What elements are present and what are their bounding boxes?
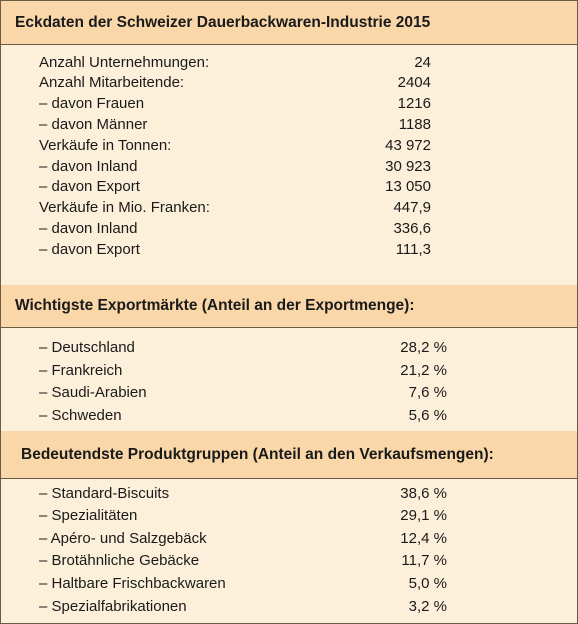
row-label: – davon Frauen — [39, 95, 145, 113]
row-label: – davon Export — [39, 178, 140, 196]
table-row: – Spezialfabrikationen 3,2 % — [1, 596, 577, 619]
row-label: – davon Inland — [39, 219, 138, 237]
row-value: 28,2 % — [400, 339, 447, 356]
table-row: Anzahl Mitarbeitende: 2404 — [1, 73, 577, 94]
row-label: Verkäufe in Mio. Franken: — [39, 199, 210, 217]
section-title: Wichtigste Exportmärkte (Anteil an der E… — [1, 285, 577, 328]
row-value: 7,6 % — [408, 384, 447, 402]
row-label: – Frankreich — [39, 361, 123, 379]
table-row: – Frankreich 21,2 % — [1, 360, 577, 383]
row-label: Anzahl Unternehmungen: — [39, 53, 210, 71]
row-value: 38,6 % — [400, 484, 447, 502]
row-label: – davon Männer — [39, 115, 148, 133]
section: Wichtigste Exportmärkte (Anteil an der E… — [1, 285, 577, 431]
section: Bedeutendste Produktgruppen (Anteil an d… — [1, 431, 577, 618]
row-value: 24 — [414, 53, 431, 71]
section-body: Anzahl Unternehmungen: 24 Anzahl Mitarbeit… — [1, 45, 577, 285]
table-row: – Haltbare Frischbackwaren 5,0 % — [1, 573, 577, 596]
row-label: – Deutschland — [39, 339, 135, 356]
section-body: – Deutschland 28,2 % – Frankreich 21,2 % – S… — [1, 328, 577, 431]
table-row: – davon Inland 30 923 — [1, 157, 577, 178]
row-label: – davon Inland — [39, 157, 138, 175]
row-value: 1216 — [397, 95, 431, 113]
table-row: – davon Inland 336,6 — [1, 219, 577, 240]
row-value: 21,2 % — [400, 361, 447, 379]
row-value: 111,3 — [395, 240, 431, 258]
row-label: Anzahl Mitarbeitende: — [39, 74, 185, 92]
table-row: – davon Export 111,3 — [1, 240, 577, 261]
row-value: 29,1 % — [400, 507, 447, 525]
row-value: 11,7 % — [401, 552, 447, 570]
row-value: 447,9 — [393, 199, 431, 217]
row-label: – Brotähnliche Gebäcke — [39, 552, 200, 570]
table-row: – Deutschland 28,2 % — [1, 337, 577, 360]
row-value: 30 923 — [385, 157, 431, 175]
row-label: Verkäufe in Tonnen: — [39, 136, 172, 154]
row-value: 1188 — [398, 115, 431, 133]
row-value: 13 050 — [385, 178, 431, 196]
section-body: – Standard-Biscuits 38,6 % – Spezialitäten… — [1, 479, 577, 618]
row-value: 12,4 % — [400, 529, 447, 547]
row-label: – Spezialitäten — [39, 507, 138, 525]
row-value: 2404 — [397, 74, 431, 92]
table-row: Verkäufe in Mio. Franken: 447,9 — [1, 198, 577, 219]
table-row: – Spezialitäten 29,1 % — [1, 505, 577, 528]
row-value: 336,6 — [393, 219, 431, 237]
row-label: – Haltbare Frischbackwaren — [39, 575, 226, 593]
table-row: – davon Export 13 050 — [1, 177, 577, 198]
section: Eckdaten der Schweizer Dauerbackwaren-In… — [1, 1, 577, 285]
table-row: – Apéro- und Salzgebäck 12,4 % — [1, 528, 577, 551]
row-value: 43 972 — [385, 136, 431, 154]
row-label: – Standard-Biscuits — [39, 484, 170, 502]
table-row: – Schweden 5,6 % — [1, 405, 577, 428]
table-row: – Saudi-Arabien 7,6 % — [1, 382, 577, 405]
row-value: 5,0 % — [408, 575, 447, 593]
row-label: – Apéro- und Salzgebäck — [39, 529, 207, 547]
table-row: – Standard-Biscuits 38,6 % — [1, 483, 577, 506]
table-row: – davon Frauen 1216 — [1, 94, 577, 115]
table-row: – Brotähnliche Gebäcke 11,7 % — [1, 550, 577, 573]
row-label: – davon Export — [39, 240, 140, 258]
table-row: – davon Männer 1188 — [1, 115, 577, 136]
row-label: – Saudi-Arabien — [39, 384, 147, 402]
table-row: Verkäufe in Tonnen: 43 972 — [1, 136, 577, 157]
row-label: – Schweden — [39, 407, 122, 425]
row-label: – Spezialfabrikationen — [39, 597, 187, 615]
section-title: Eckdaten der Schweizer Dauerbackwaren-In… — [1, 1, 577, 45]
row-value: 5,6 % — [408, 407, 447, 425]
section-title: Bedeutendste Produktgruppen (Anteil an d… — [1, 431, 577, 479]
table-row: Anzahl Unternehmungen: 24 — [1, 53, 577, 74]
row-value: 3,2 % — [408, 597, 447, 615]
